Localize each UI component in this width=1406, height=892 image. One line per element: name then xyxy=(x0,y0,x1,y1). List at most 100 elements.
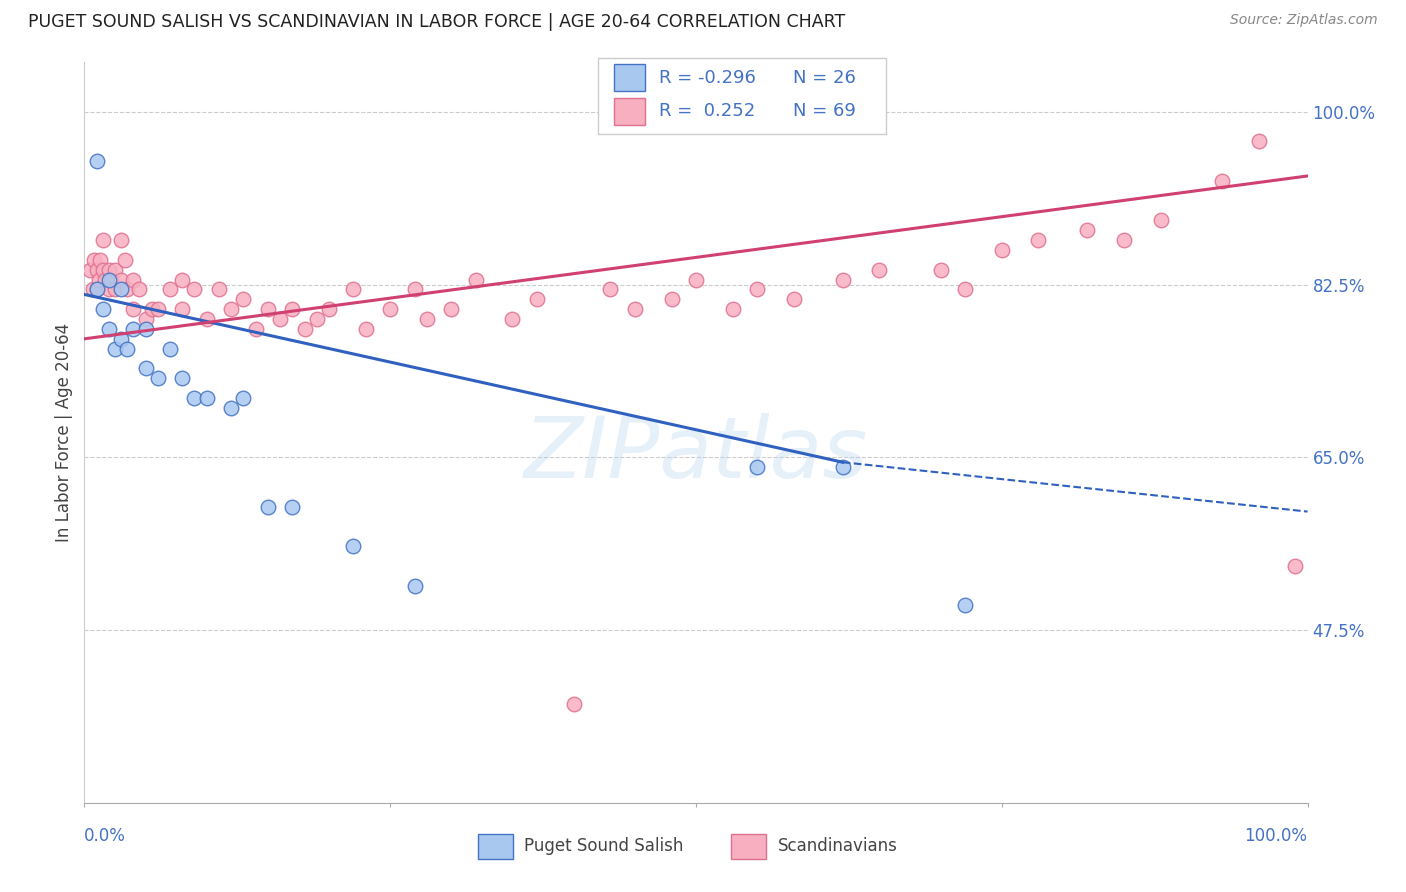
Point xyxy=(599,283,621,297)
Text: ZIPatlas: ZIPatlas xyxy=(524,413,868,496)
Point xyxy=(97,272,120,286)
Point xyxy=(1114,233,1136,247)
Point xyxy=(86,154,108,169)
Point xyxy=(440,302,463,317)
Point xyxy=(86,262,108,277)
Point xyxy=(82,283,104,297)
Point xyxy=(416,312,439,326)
Y-axis label: In Labor Force | Age 20-64: In Labor Force | Age 20-64 xyxy=(55,323,73,542)
Point xyxy=(281,500,304,514)
Point xyxy=(89,252,111,267)
Point xyxy=(122,272,145,286)
Point xyxy=(953,599,976,613)
Point xyxy=(294,322,316,336)
Point xyxy=(747,283,769,297)
Point xyxy=(404,579,426,593)
Point xyxy=(562,697,585,711)
Point xyxy=(115,342,138,356)
Point xyxy=(342,539,364,553)
Point xyxy=(91,302,114,317)
Text: R = -0.296: R = -0.296 xyxy=(659,69,756,87)
Point xyxy=(1076,223,1098,237)
Point xyxy=(1028,233,1050,247)
Text: PUGET SOUND SALISH VS SCANDINAVIAN IN LABOR FORCE | AGE 20-64 CORRELATION CHART: PUGET SOUND SALISH VS SCANDINAVIAN IN LA… xyxy=(28,13,845,31)
Point xyxy=(110,272,132,286)
Point xyxy=(747,460,769,475)
Point xyxy=(721,302,744,317)
Point xyxy=(232,293,254,307)
Point xyxy=(87,272,110,286)
Point xyxy=(97,322,120,336)
Point xyxy=(172,371,194,385)
Point xyxy=(172,272,194,286)
Point xyxy=(135,322,157,336)
Point xyxy=(502,312,524,326)
Point xyxy=(91,262,114,277)
Point xyxy=(159,342,181,356)
Point xyxy=(318,302,340,317)
Text: Puget Sound Salish: Puget Sound Salish xyxy=(524,837,683,855)
Text: N = 69: N = 69 xyxy=(793,103,856,120)
Point xyxy=(245,322,267,336)
Point xyxy=(783,293,806,307)
Point xyxy=(172,302,194,317)
Point xyxy=(91,233,114,247)
Text: 100.0%: 100.0% xyxy=(1244,828,1308,846)
Point xyxy=(128,283,150,297)
Point xyxy=(79,262,101,277)
Point xyxy=(354,322,377,336)
Point xyxy=(219,302,242,317)
Point xyxy=(219,401,242,415)
Point xyxy=(953,283,976,297)
Point xyxy=(195,312,218,326)
Point xyxy=(831,272,853,286)
Point xyxy=(94,272,117,286)
Point xyxy=(281,302,304,317)
Point xyxy=(257,302,280,317)
Point xyxy=(624,302,647,317)
Point xyxy=(97,262,120,277)
Point xyxy=(1211,174,1233,188)
Point xyxy=(183,391,205,405)
Point xyxy=(380,302,402,317)
Point xyxy=(305,312,328,326)
Point xyxy=(342,283,364,297)
Text: N = 26: N = 26 xyxy=(793,69,856,87)
Point xyxy=(1150,213,1173,227)
Point xyxy=(685,272,707,286)
Text: Source: ZipAtlas.com: Source: ZipAtlas.com xyxy=(1230,13,1378,28)
Point xyxy=(1247,135,1270,149)
Point xyxy=(232,391,254,405)
Text: Scandinavians: Scandinavians xyxy=(778,837,897,855)
Point xyxy=(831,460,853,475)
Point xyxy=(104,342,127,356)
Point xyxy=(104,283,127,297)
Point xyxy=(464,272,486,286)
Point xyxy=(183,283,205,297)
Point xyxy=(146,371,169,385)
Point xyxy=(97,283,120,297)
Point xyxy=(114,252,136,267)
Text: R =  0.252: R = 0.252 xyxy=(659,103,755,120)
Point xyxy=(269,312,291,326)
Point xyxy=(661,293,683,307)
Point xyxy=(929,262,952,277)
Point xyxy=(135,312,157,326)
Point xyxy=(159,283,181,297)
Point xyxy=(115,283,138,297)
Point xyxy=(869,262,891,277)
Point xyxy=(195,391,218,405)
Point xyxy=(1284,558,1306,573)
Point xyxy=(100,272,122,286)
Point xyxy=(110,233,132,247)
Point xyxy=(526,293,548,307)
Point xyxy=(991,243,1014,257)
Point xyxy=(86,283,108,297)
Point xyxy=(104,262,127,277)
Point xyxy=(122,302,145,317)
Point xyxy=(141,302,163,317)
Point xyxy=(122,322,145,336)
Point xyxy=(404,283,426,297)
Point xyxy=(208,283,231,297)
Point xyxy=(110,332,132,346)
